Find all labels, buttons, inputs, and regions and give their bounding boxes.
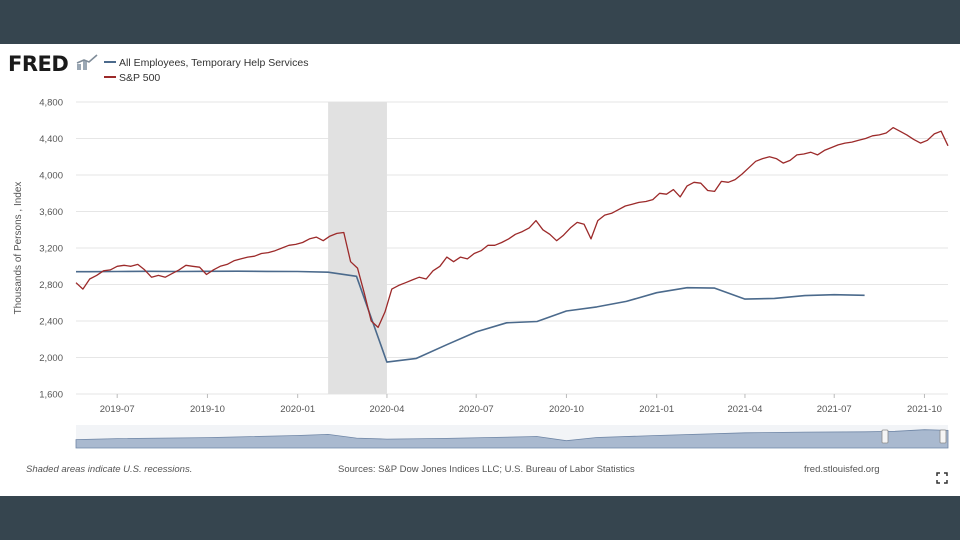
sp500-line[interactable] <box>75 126 949 329</box>
fred-logo[interactable]: FRED <box>8 52 69 76</box>
fred-logo-graph-icon <box>76 54 98 70</box>
legend-label-sp500: S&P 500 <box>119 72 161 84</box>
navigator-right-handle[interactable] <box>939 429 947 444</box>
y-tick-label: 1,600 <box>39 390 63 401</box>
y-tick-label: 3,200 <box>39 244 63 255</box>
sources-text: Sources: S&P Dow Jones Indices LLC; U.S.… <box>338 464 635 475</box>
site-link[interactable]: fred.stlouisfed.org <box>804 464 880 475</box>
y-axis-label: Thousands of Persons , Index <box>13 182 24 315</box>
recession-shading <box>328 102 387 394</box>
expand-icon[interactable] <box>936 472 948 484</box>
x-tick-label: 2021-10 <box>907 404 942 415</box>
recession-note: Shaded areas indicate U.S. recessions. <box>26 464 193 475</box>
range-navigator[interactable] <box>75 425 949 449</box>
legend-label-temp-help: All Employees, Temporary Help Services <box>119 57 309 69</box>
x-tick-label: 2020-01 <box>280 404 315 415</box>
x-tick-label: 2021-04 <box>728 404 763 415</box>
y-axis: 1,600 2,000 2,400 2,800 3,200 3,600 4,000 4,400… <box>39 98 63 401</box>
legend-item-temp-help[interactable]: All Employees, Temporary Help Services <box>104 57 308 69</box>
x-tick-label: 2020-07 <box>459 404 494 415</box>
gridlines <box>76 101 948 395</box>
temp-help-services-line[interactable] <box>76 270 865 363</box>
navigator-area <box>75 429 949 449</box>
series-layer <box>75 126 949 363</box>
legend-item-sp500[interactable]: S&P 500 <box>104 72 160 84</box>
legend-swatch-temp-help <box>104 61 116 64</box>
x-tick-label: 2021-01 <box>639 404 674 415</box>
y-tick-label: 2,400 <box>39 317 63 328</box>
x-tick-label: 2021-07 <box>817 404 852 415</box>
x-tick-label: 2019-10 <box>190 404 225 415</box>
y-tick-label: 4,800 <box>39 98 63 109</box>
x-axis: 2019-07 2019-10 2020-01 2020-04 2020-07 2020-… <box>100 394 942 415</box>
y-tick-label: 4,000 <box>39 171 63 182</box>
y-tick-label: 2,800 <box>39 280 63 291</box>
navigator-left-handle[interactable] <box>881 429 889 444</box>
y-tick-label: 2,000 <box>39 353 63 364</box>
legend-swatch-sp500 <box>104 76 116 79</box>
x-tick-label: 2019-07 <box>100 404 135 415</box>
x-tick-label: 2020-10 <box>549 404 584 415</box>
y-tick-label: 3,600 <box>39 207 63 218</box>
x-tick-label: 2020-04 <box>370 404 405 415</box>
y-tick-label: 4,400 <box>39 134 63 145</box>
